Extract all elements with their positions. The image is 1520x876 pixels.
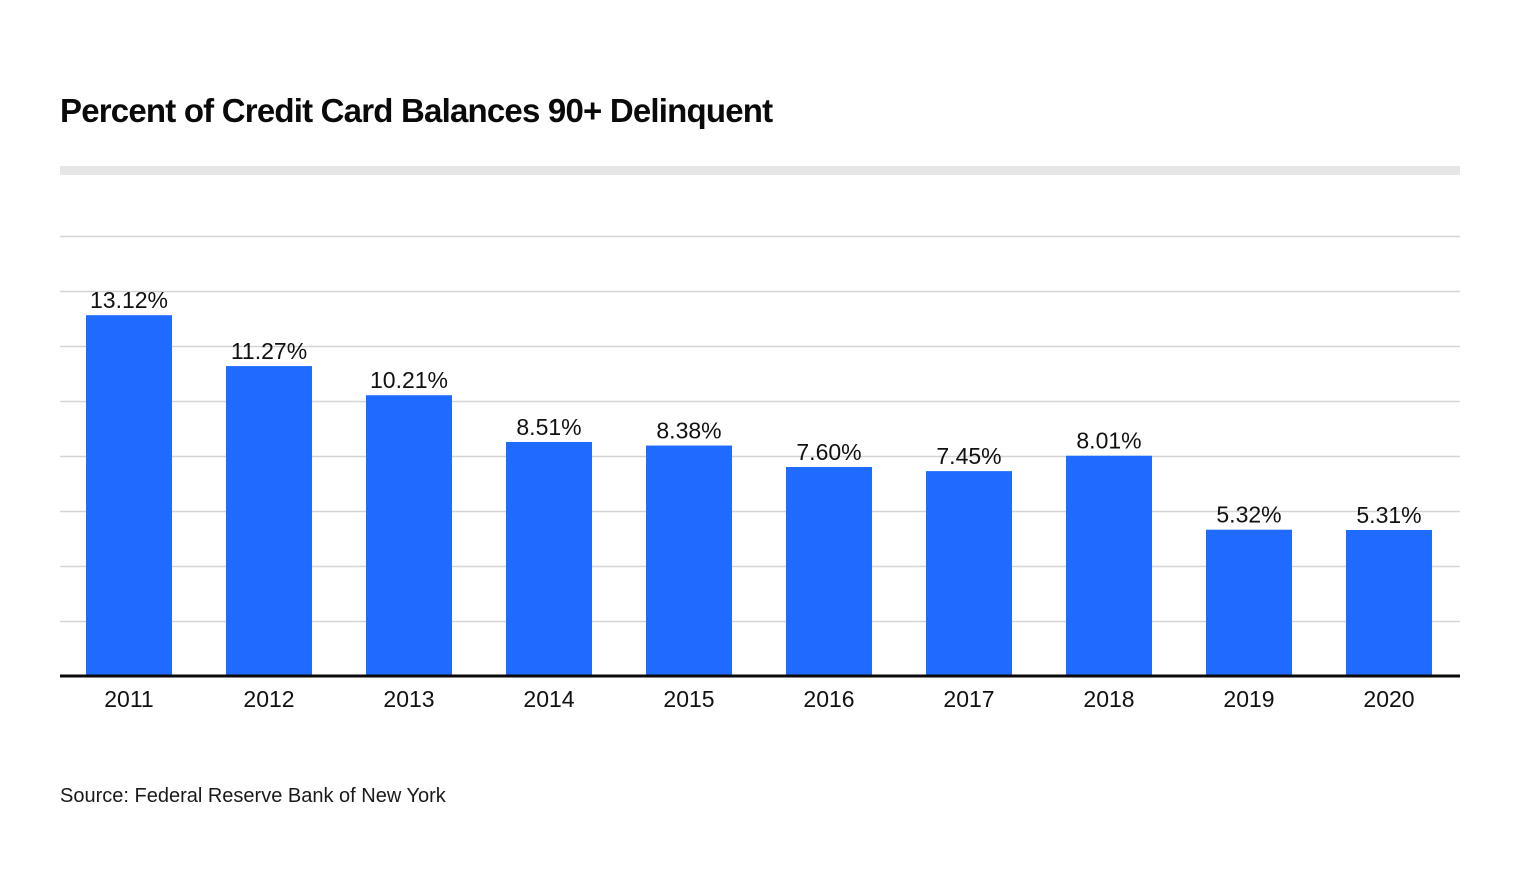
bar-2018 <box>1066 455 1152 676</box>
data-label-2018: 8.01% <box>1076 428 1141 454</box>
data-label-2016: 7.60% <box>796 439 861 465</box>
x-tick-label-2011: 2011 <box>104 686 153 712</box>
bar-2011 <box>86 315 172 676</box>
x-tick-label-2012: 2012 <box>243 686 294 712</box>
title-divider <box>60 166 1460 175</box>
x-tick-label-2018: 2018 <box>1083 686 1134 712</box>
chart-title: Percent of Credit Card Balances 90+ Deli… <box>60 92 773 129</box>
x-tick-label-2013: 2013 <box>383 686 434 712</box>
source-note: Source: Federal Reserve Bank of New York <box>60 785 446 807</box>
data-label-2013: 10.21% <box>370 367 448 393</box>
bar-2016 <box>786 467 872 676</box>
bar-2014 <box>506 441 592 676</box>
x-tick-label-2015: 2015 <box>663 686 714 712</box>
data-label-2017: 7.45% <box>936 443 1001 469</box>
data-label-2014: 8.51% <box>516 414 581 440</box>
bar-2015 <box>646 445 732 676</box>
x-tick-label-2020: 2020 <box>1363 686 1414 712</box>
data-label-2012: 11.27% <box>231 338 307 364</box>
x-tick-label-2017: 2017 <box>943 686 994 712</box>
x-tick-label-2014: 2014 <box>523 686 574 712</box>
data-label-2020: 5.31% <box>1356 502 1421 528</box>
bar-2012 <box>226 366 312 676</box>
bar-2013 <box>366 395 452 676</box>
data-label-2019: 5.32% <box>1216 502 1281 528</box>
x-tick-label-2019: 2019 <box>1223 686 1274 712</box>
data-label-2015: 8.38% <box>656 418 721 444</box>
data-label-2011: 13.12% <box>90 287 168 313</box>
bar-2019 <box>1206 529 1292 676</box>
x-tick-label-2016: 2016 <box>803 686 854 712</box>
bar-2017 <box>926 471 1012 676</box>
bar-2020 <box>1346 529 1432 676</box>
